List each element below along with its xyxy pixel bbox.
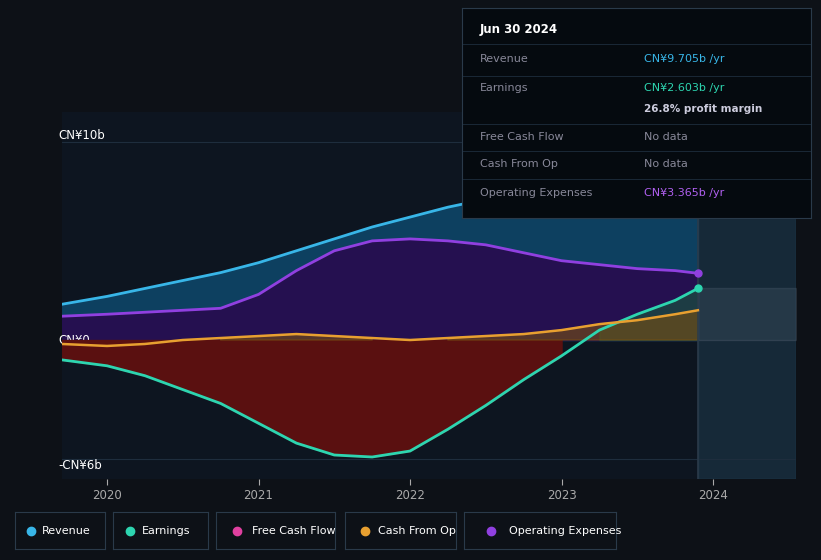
Text: Free Cash Flow: Free Cash Flow <box>479 132 563 142</box>
Text: Operating Expenses: Operating Expenses <box>479 188 592 198</box>
Text: No data: No data <box>644 159 687 169</box>
Text: Jun 30 2024: Jun 30 2024 <box>479 23 557 36</box>
Text: Revenue: Revenue <box>42 526 90 535</box>
Text: CN¥3.365b /yr: CN¥3.365b /yr <box>644 188 724 198</box>
Text: Cash From Op: Cash From Op <box>479 159 557 169</box>
Text: CN¥2.603b /yr: CN¥2.603b /yr <box>644 83 724 93</box>
Text: Earnings: Earnings <box>142 526 190 535</box>
Text: CN¥0: CN¥0 <box>58 334 89 347</box>
Text: No data: No data <box>644 132 687 142</box>
Text: Revenue: Revenue <box>479 54 529 64</box>
Text: -CN¥6b: -CN¥6b <box>58 459 102 472</box>
Text: Operating Expenses: Operating Expenses <box>509 526 621 535</box>
Text: Earnings: Earnings <box>479 83 528 93</box>
Text: 26.8% profit margin: 26.8% profit margin <box>644 104 762 114</box>
Text: CN¥9.705b /yr: CN¥9.705b /yr <box>644 54 724 64</box>
Text: Free Cash Flow: Free Cash Flow <box>252 526 335 535</box>
Text: CN¥10b: CN¥10b <box>58 129 104 142</box>
Text: Cash From Op: Cash From Op <box>378 526 456 535</box>
Bar <box>698 112 796 479</box>
